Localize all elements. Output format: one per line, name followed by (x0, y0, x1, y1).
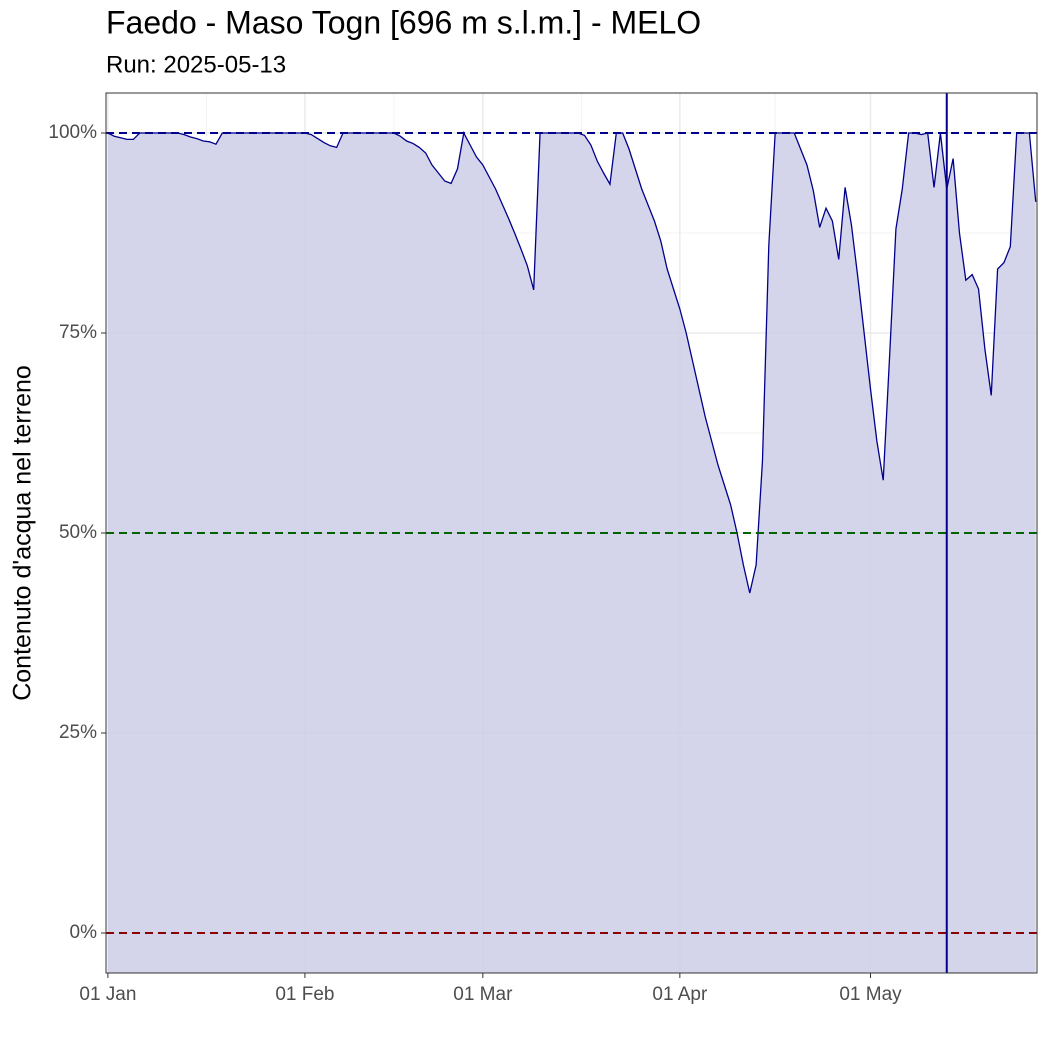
x-tick-label: 01 Apr (652, 984, 708, 1005)
chart-title: Faedo - Maso Togn [696 m s.l.m.] - MELO (106, 4, 701, 40)
chart-subtitle: Run: 2025-05-13 (106, 51, 286, 78)
y-tick-label: 50% (59, 522, 97, 543)
x-tick-label: 01 May (839, 984, 902, 1005)
x-tick-label: 01 Feb (275, 984, 334, 1005)
plot-border (105, 92, 1038, 974)
y-tick-label: 100% (48, 122, 97, 143)
y-tick-label: 0% (70, 922, 98, 943)
area (107, 133, 1036, 973)
y-tick-label: 75% (59, 322, 97, 343)
y-tick-label: 25% (59, 722, 97, 743)
x-tick-label: 01 Jan (79, 984, 136, 1005)
x-tick-label: 01 Mar (453, 984, 513, 1005)
y-axis-label: Contenuto d'acqua nel terreno (9, 365, 37, 701)
